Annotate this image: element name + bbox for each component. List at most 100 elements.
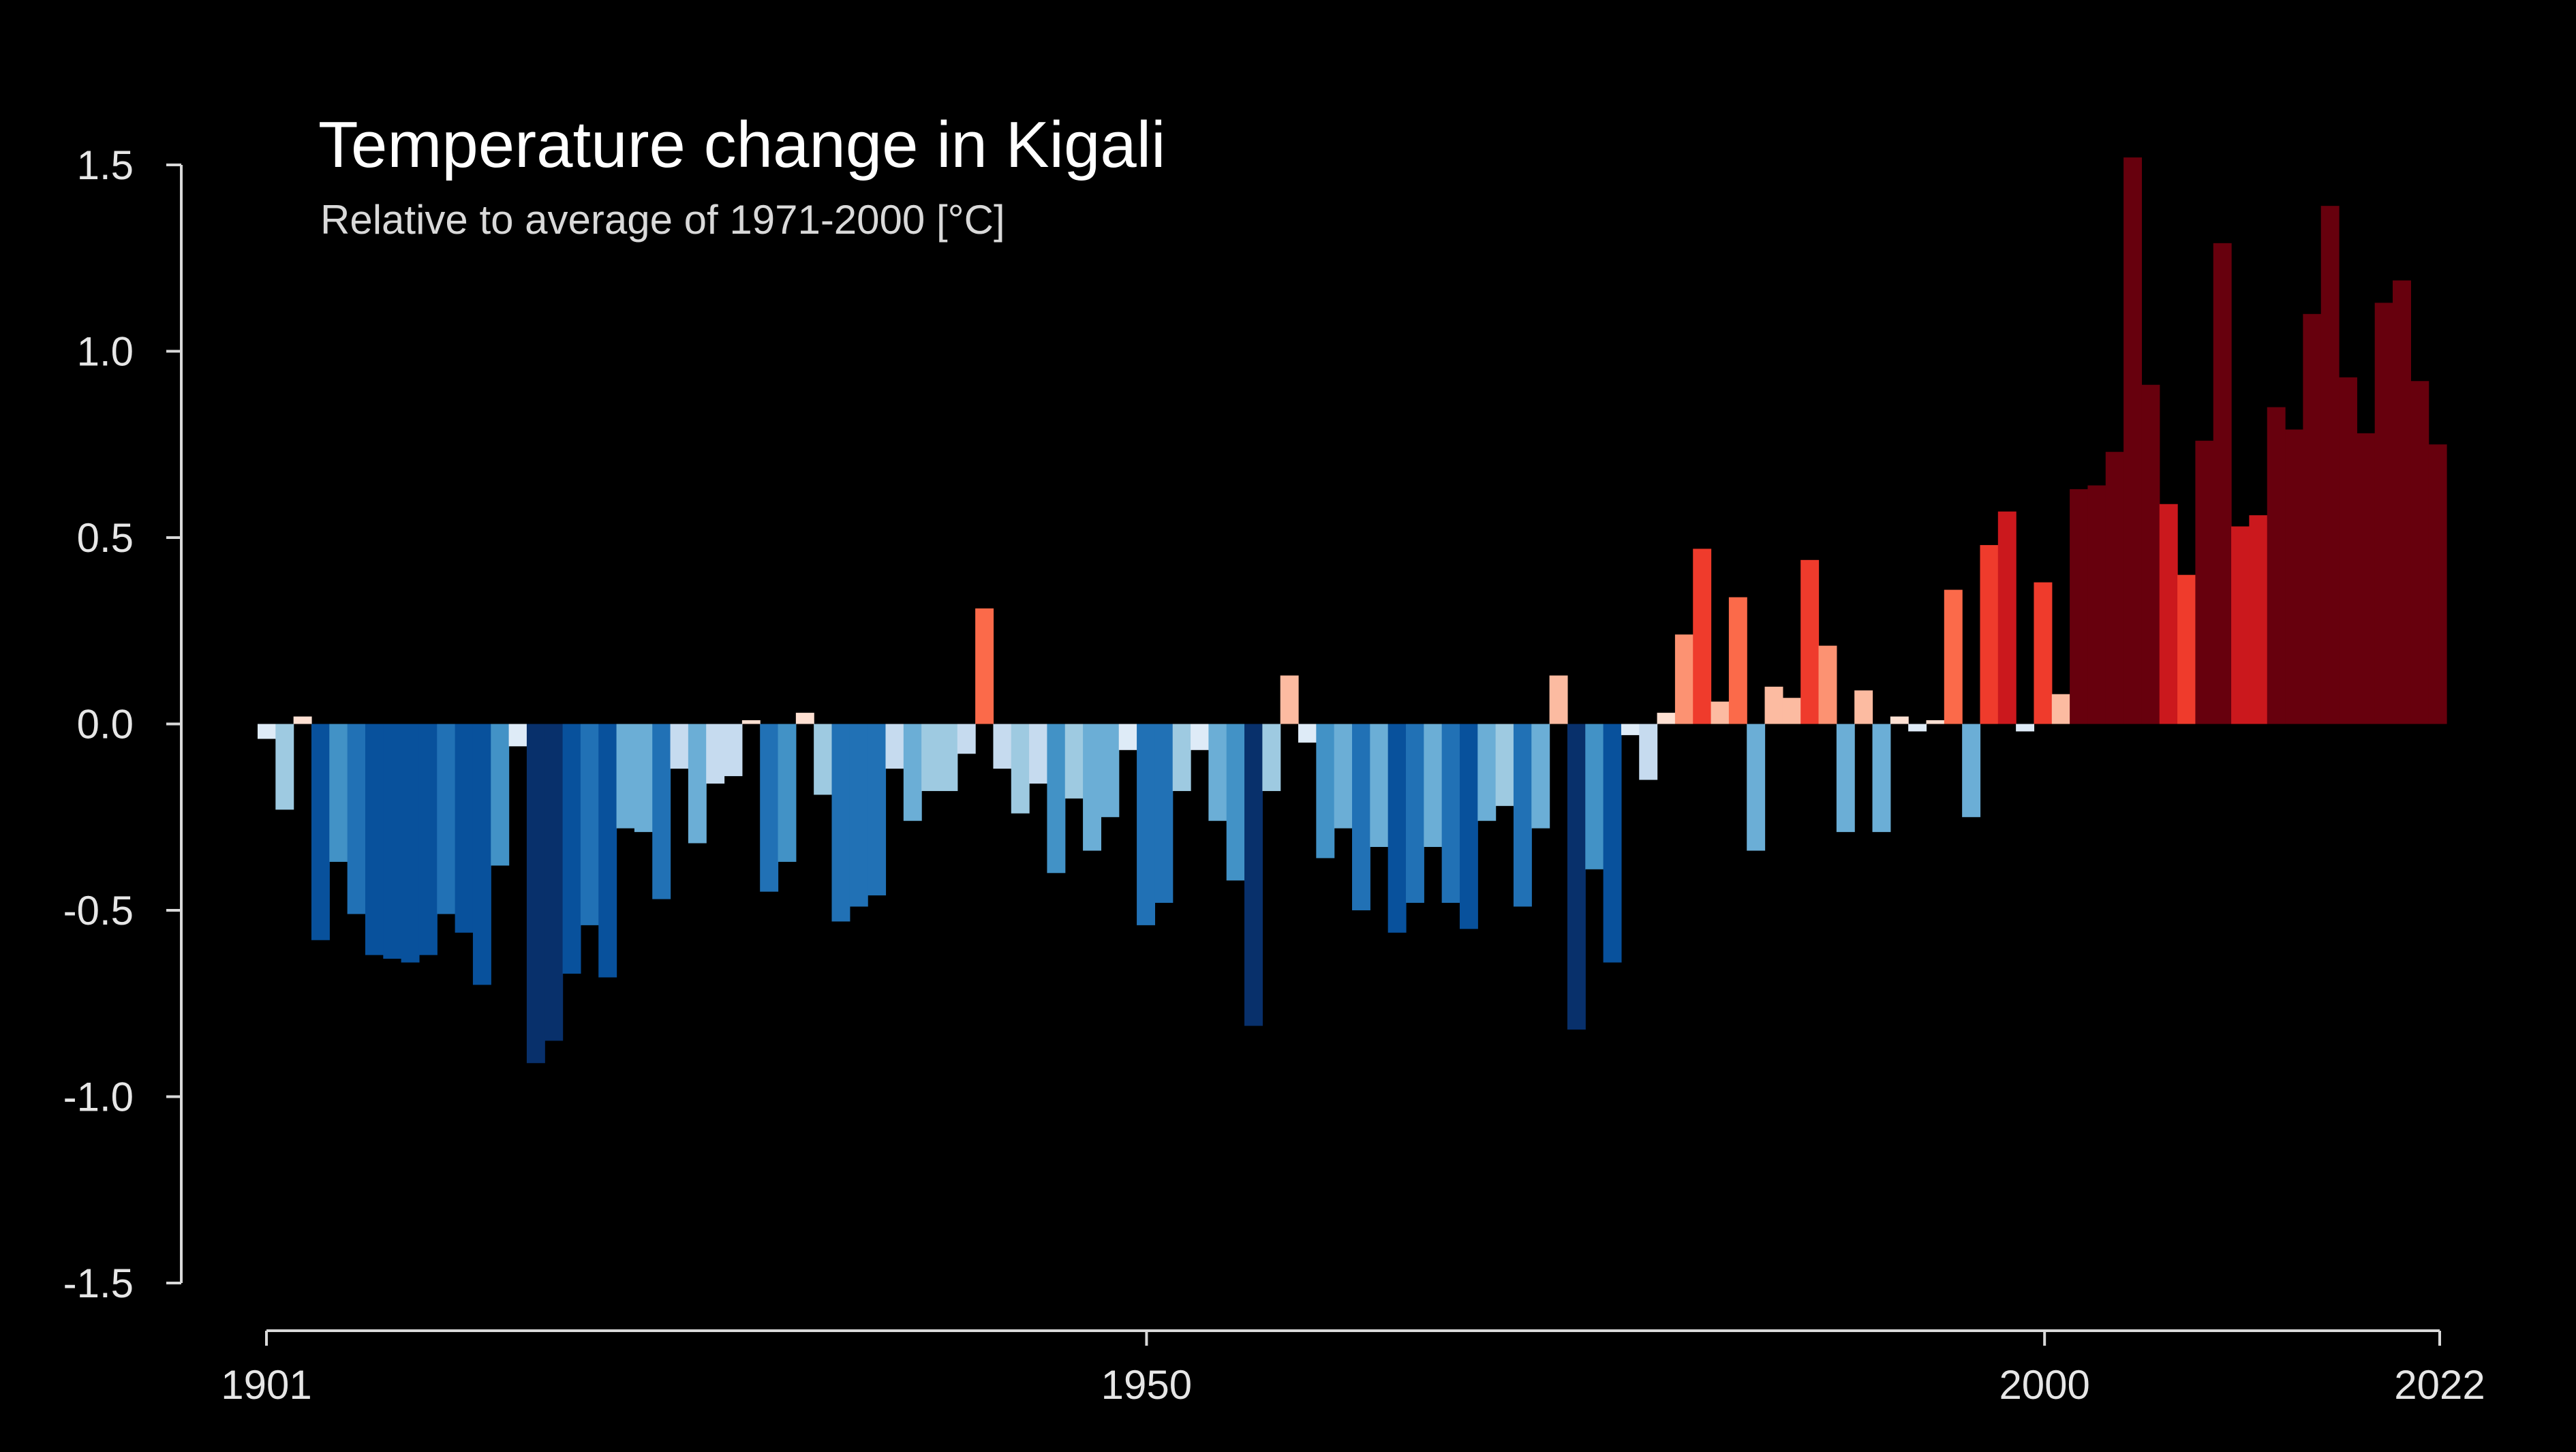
- bar-1995: [1944, 589, 1963, 724]
- y-tick-label: 0.5: [77, 515, 134, 561]
- bar-1983: [1728, 597, 1747, 724]
- bar-1994: [1926, 720, 1945, 724]
- bar-1906: [347, 724, 366, 914]
- bar-2002: [2070, 489, 2089, 724]
- bar-1973: [1549, 675, 1568, 724]
- bar-1909: [401, 724, 420, 963]
- bar-1940: [957, 724, 976, 754]
- bar-1968: [1459, 724, 1478, 929]
- bar-2013: [2267, 407, 2286, 724]
- bar-1944: [1029, 724, 1048, 784]
- bar-1914: [491, 724, 510, 866]
- x-tick-label: 2022: [2394, 1362, 2485, 1408]
- bar-1917: [545, 724, 564, 1041]
- bar-1996: [1962, 724, 1981, 818]
- bar-1992: [1890, 716, 1909, 724]
- bar-1972: [1531, 724, 1550, 829]
- x-tick-label: 2000: [1999, 1362, 2089, 1408]
- y-tick-label: 1.0: [77, 329, 134, 375]
- bar-2006: [2141, 384, 2160, 724]
- bar-2009: [2195, 440, 2214, 724]
- bar-2000: [2034, 582, 2053, 724]
- bar-1938: [921, 724, 940, 791]
- bar-1982: [1711, 701, 1730, 724]
- bar-1960: [1316, 724, 1335, 859]
- bar-1913: [472, 724, 491, 985]
- bar-1986: [1782, 698, 1801, 724]
- bar-1954: [1208, 724, 1227, 821]
- bar-1978: [1639, 724, 1658, 780]
- bar-1998: [1997, 511, 2017, 724]
- bars-layer: [258, 157, 2447, 1064]
- chart-title: Temperature change in Kigali: [318, 108, 1165, 181]
- bar-2004: [2105, 452, 2124, 724]
- bar-1910: [418, 724, 438, 955]
- x-axis: 1901 1950 2000 2022: [221, 1329, 2485, 1408]
- bar-2016: [2320, 206, 2340, 724]
- bar-1957: [1262, 724, 1281, 791]
- bar-1915: [508, 724, 527, 747]
- bar-1931: [795, 713, 814, 724]
- bar-1942: [993, 724, 1012, 769]
- bar-1949: [1118, 724, 1137, 750]
- y-axis: -1.5 -1.0 -0.5 0.0 0.5 1.0 1.5: [63, 142, 183, 1306]
- bar-1941: [975, 608, 994, 724]
- bar-1943: [1011, 724, 1030, 814]
- bar-1999: [2016, 724, 2035, 732]
- bar-1908: [383, 724, 402, 959]
- bar-1953: [1191, 724, 1209, 750]
- bar-1907: [365, 724, 384, 955]
- bar-1928: [741, 720, 761, 724]
- bar-1927: [724, 724, 743, 777]
- y-tick-label: 1.5: [77, 142, 134, 188]
- bar-1934: [849, 724, 868, 907]
- bar-1964: [1387, 724, 1407, 933]
- x-tick-label: 1950: [1101, 1362, 1192, 1408]
- bar-1935: [868, 724, 887, 896]
- bar-1937: [903, 724, 922, 821]
- y-tick-label: -1.5: [63, 1261, 134, 1306]
- bar-1945: [1047, 724, 1066, 874]
- x-tick-label: 1901: [221, 1362, 311, 1408]
- bar-1948: [1101, 724, 1120, 818]
- bar-2001: [2051, 694, 2070, 724]
- bar-1971: [1513, 724, 1532, 907]
- bar-2021: [2410, 381, 2429, 724]
- bar-1981: [1693, 549, 1712, 724]
- bar-1988: [1818, 645, 1837, 724]
- bar-1951: [1154, 724, 1174, 903]
- y-tick-label: -0.5: [63, 888, 134, 933]
- bar-1979: [1657, 713, 1676, 724]
- bar-1916: [526, 724, 545, 1064]
- bar-2020: [2393, 280, 2411, 724]
- bar-1967: [1441, 724, 1460, 903]
- bar-1985: [1764, 686, 1783, 724]
- bar-1921: [616, 724, 635, 829]
- bar-1956: [1244, 724, 1263, 1026]
- bar-1911: [437, 724, 456, 914]
- bar-2022: [2428, 444, 2447, 724]
- bar-2011: [2231, 526, 2250, 724]
- bar-1963: [1370, 724, 1389, 848]
- bar-2018: [2357, 433, 2376, 724]
- bar-1901: [258, 724, 276, 739]
- bar-1933: [831, 724, 850, 922]
- bar-1980: [1674, 634, 1693, 724]
- bar-1958: [1280, 675, 1299, 724]
- bar-1950: [1137, 724, 1155, 925]
- chart-subtitle: Relative to average of 1971-2000 [°C]: [320, 197, 1005, 243]
- bar-1966: [1424, 724, 1443, 848]
- bar-1997: [1980, 544, 1999, 724]
- bar-1925: [688, 724, 707, 844]
- bar-1903: [293, 716, 312, 724]
- bar-2008: [2177, 574, 2196, 724]
- bar-1946: [1064, 724, 1084, 799]
- bar-2017: [2339, 377, 2357, 724]
- bar-1976: [1603, 724, 1622, 963]
- bar-1939: [939, 724, 958, 791]
- bar-1929: [760, 724, 779, 892]
- bar-1919: [580, 724, 599, 925]
- bar-1905: [329, 724, 348, 862]
